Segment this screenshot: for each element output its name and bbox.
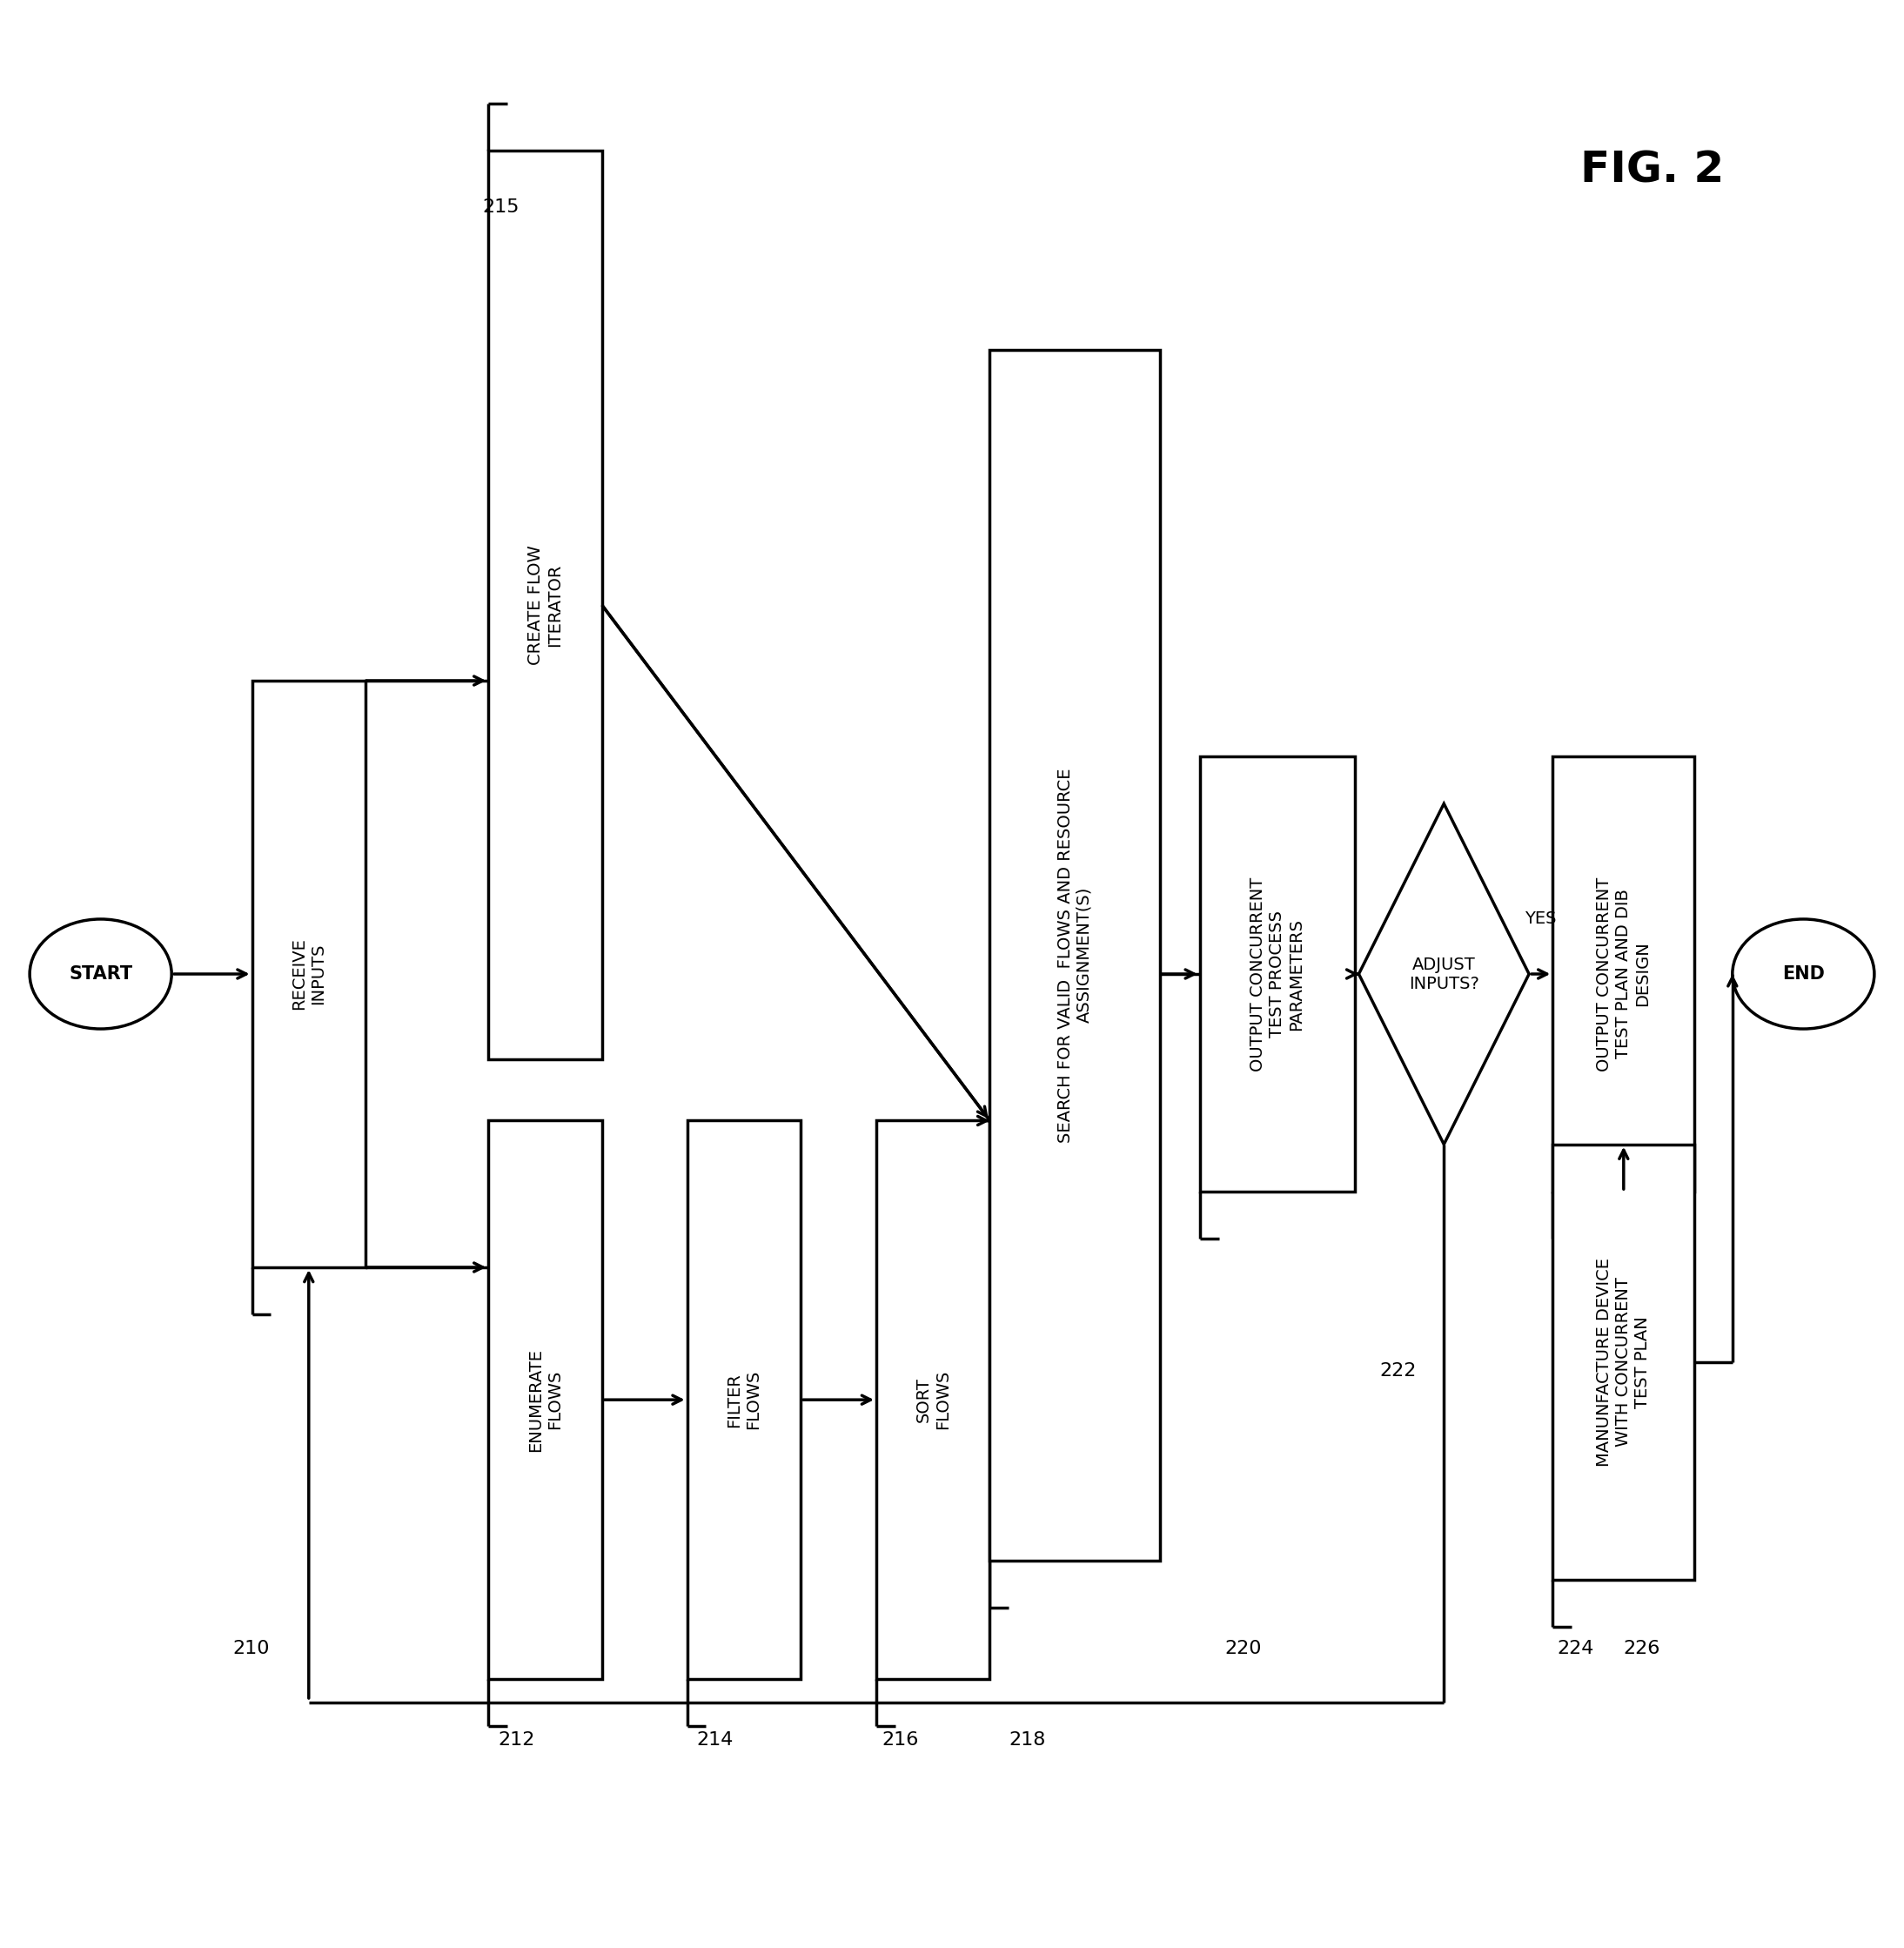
Text: 218: 218 <box>1009 1732 1045 1749</box>
Text: OUTPUT CONCURRENT
TEST PROCESS
PARAMETERS: OUTPUT CONCURRENT TEST PROCESS PARAMETER… <box>1251 877 1304 1071</box>
FancyBboxPatch shape <box>687 1120 802 1679</box>
Text: SORT
FLOWS: SORT FLOWS <box>916 1369 950 1430</box>
Text: 215: 215 <box>484 199 520 216</box>
Text: 226: 226 <box>1624 1640 1660 1658</box>
Text: CREATE FLOW
ITERATOR: CREATE FLOW ITERATOR <box>527 545 564 664</box>
Text: 222: 222 <box>1380 1362 1417 1379</box>
Text: ENUMERATE
FLOWS: ENUMERATE FLOWS <box>527 1348 564 1451</box>
FancyBboxPatch shape <box>1200 756 1356 1192</box>
Text: FIG. 2: FIG. 2 <box>1580 148 1723 191</box>
Text: YES: YES <box>1525 910 1557 927</box>
Text: START: START <box>69 966 133 982</box>
Text: MANUNFACTURE DEVICE
WITH CONCURRENT
TEST PLAN: MANUNFACTURE DEVICE WITH CONCURRENT TEST… <box>1596 1258 1651 1467</box>
FancyBboxPatch shape <box>489 150 602 1060</box>
FancyBboxPatch shape <box>1552 1143 1695 1580</box>
Text: 210: 210 <box>232 1640 270 1658</box>
FancyBboxPatch shape <box>489 1120 602 1679</box>
Text: 212: 212 <box>499 1732 535 1749</box>
Text: RECEIVE
INPUTS: RECEIVE INPUTS <box>291 937 327 1011</box>
Text: 224: 224 <box>1557 1640 1594 1658</box>
Text: 214: 214 <box>697 1732 733 1749</box>
Text: ADJUST
INPUTS?: ADJUST INPUTS? <box>1409 956 1479 992</box>
Text: END: END <box>1782 966 1824 982</box>
Text: 220: 220 <box>1224 1640 1262 1658</box>
Text: SEARCH FOR VALID  FLOWS AND RESOURCE
ASSIGNMENT(S): SEARCH FOR VALID FLOWS AND RESOURCE ASSI… <box>1057 768 1093 1142</box>
FancyBboxPatch shape <box>251 680 366 1268</box>
Text: FILTER
FLOWS: FILTER FLOWS <box>725 1369 762 1430</box>
Ellipse shape <box>30 919 171 1029</box>
FancyBboxPatch shape <box>876 1120 990 1679</box>
Text: 216: 216 <box>882 1732 920 1749</box>
Ellipse shape <box>1733 919 1874 1029</box>
FancyBboxPatch shape <box>1552 756 1695 1192</box>
Text: OUTPUT CONCURRENT
TEST PLAN AND DIB
DESIGN: OUTPUT CONCURRENT TEST PLAN AND DIB DESI… <box>1596 877 1651 1071</box>
Polygon shape <box>1359 805 1529 1143</box>
FancyBboxPatch shape <box>990 349 1160 1560</box>
